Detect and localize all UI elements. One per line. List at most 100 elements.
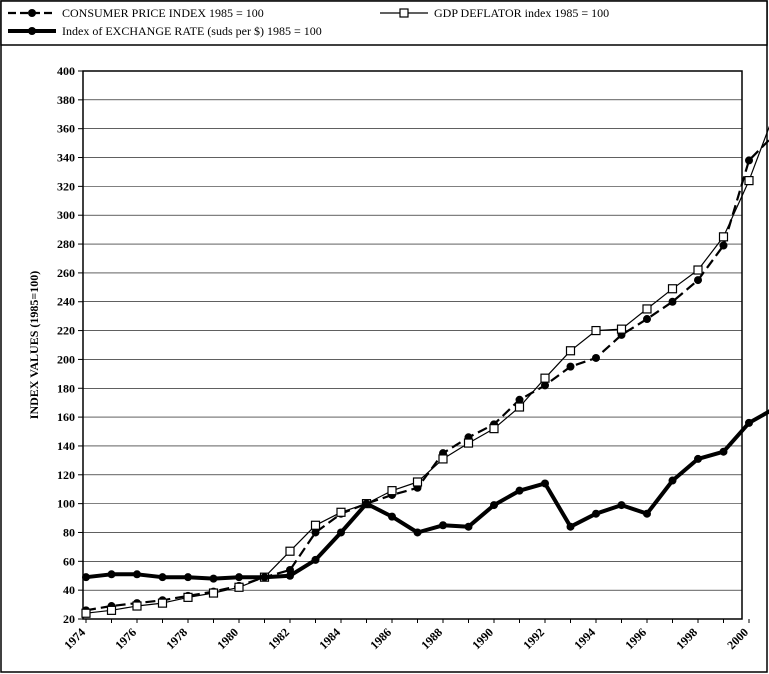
data-point	[719, 447, 728, 456]
data-point	[310, 520, 321, 530]
data-point	[438, 454, 448, 464]
y-tick-label: 140	[57, 439, 75, 453]
y-tick-label: 240	[57, 295, 75, 309]
y-tick-label: 260	[57, 266, 75, 280]
data-point	[668, 297, 677, 306]
data-point	[463, 438, 474, 448]
data-point	[617, 501, 626, 510]
data-point	[642, 304, 652, 314]
data-point	[541, 381, 549, 390]
y-tick-label: 200	[57, 352, 75, 366]
data-point	[413, 528, 422, 537]
data-point	[565, 346, 576, 356]
data-point	[668, 476, 677, 485]
data-point	[311, 555, 320, 564]
legend-label: CONSUMER PRICE INDEX 1985 = 100	[62, 6, 264, 20]
data-point	[515, 486, 524, 495]
grid-lines	[83, 99, 742, 591]
data-point	[337, 528, 345, 537]
data-point	[566, 362, 575, 371]
series-3	[82, 409, 769, 583]
data-point	[336, 507, 346, 517]
y-axis-ticks: 20 40 60 80 100 120 140 160 180 200 220 240 260 280 30…	[57, 64, 83, 626]
series-line	[85, 125, 769, 614]
data-point	[541, 479, 549, 488]
y-tick-label: 160	[57, 410, 75, 424]
data-point	[490, 501, 498, 510]
y-tick-label: 320	[57, 179, 75, 193]
data-point	[285, 546, 295, 556]
data-point	[82, 573, 90, 582]
legend: CONSUMER PRICE INDEX 1985 = 100 GDP DEFLA…	[8, 6, 609, 38]
data-point	[132, 601, 142, 611]
data-point	[667, 284, 678, 294]
data-point	[439, 521, 447, 530]
data-point	[260, 573, 269, 582]
data-point	[235, 573, 243, 582]
data-point	[234, 582, 244, 592]
data-point	[286, 565, 294, 574]
legend-item-1: CONSUMER PRICE INDEX 1985 = 100	[8, 6, 264, 20]
data-point	[592, 353, 600, 362]
data-point	[183, 592, 193, 602]
data-point	[311, 528, 320, 537]
data-point	[107, 570, 116, 579]
y-tick-label: 60	[63, 554, 75, 568]
data-point	[718, 232, 729, 242]
y-tick-label: 80	[63, 525, 75, 539]
data-point	[133, 570, 141, 579]
data-point	[158, 573, 167, 582]
data-point	[694, 276, 702, 285]
legend-box	[0, 0, 768, 46]
legend-marker	[28, 27, 36, 35]
data-point	[514, 402, 525, 412]
data-point	[643, 509, 651, 518]
legend-marker	[28, 9, 36, 17]
data-point	[745, 418, 753, 427]
y-tick-label: 100	[57, 497, 75, 511]
y-axis-label: INDEX VALUES (1985=100)	[27, 271, 41, 419]
data-point	[388, 512, 396, 521]
y-tick-label: 40	[63, 583, 75, 597]
y-tick-label: 180	[57, 381, 75, 395]
data-point	[616, 324, 627, 334]
data-point	[719, 241, 728, 250]
y-tick-label: 340	[57, 151, 75, 165]
data-point	[592, 509, 600, 518]
data-point	[693, 265, 703, 275]
series-line	[85, 409, 769, 581]
y-tick-label: 20	[63, 612, 75, 626]
data-point	[412, 477, 423, 487]
data-point	[208, 588, 219, 598]
y-tick-label: 220	[57, 324, 75, 338]
legend-marker	[399, 8, 409, 18]
data-point	[591, 325, 601, 336]
data-point	[694, 454, 702, 463]
data-point	[184, 573, 192, 582]
data-point	[286, 571, 294, 580]
data-point	[566, 522, 575, 531]
data-point	[106, 605, 117, 615]
data-point	[387, 486, 397, 496]
data-point	[489, 424, 499, 434]
series-layer	[81, 125, 769, 618]
data-point	[744, 176, 754, 186]
data-point	[157, 598, 168, 608]
data-point	[515, 395, 524, 404]
plot-area	[82, 70, 743, 620]
y-tick-label: 360	[57, 122, 75, 136]
data-point	[745, 156, 753, 165]
legend-item-3: Index of EXCHANGE RATE (suds per $) 1985…	[8, 24, 322, 38]
data-point	[81, 608, 91, 618]
y-tick-label: 120	[57, 468, 75, 482]
data-point	[362, 499, 371, 508]
data-point	[464, 522, 473, 531]
data-point	[540, 373, 550, 383]
legend-label: Index of EXCHANGE RATE (suds per $) 1985…	[62, 24, 322, 38]
legend-item-2: GDP DEFLATOR index 1985 = 100	[380, 6, 609, 20]
y-tick-label: 280	[57, 237, 75, 251]
y-tick-label: 400	[57, 64, 75, 78]
data-point	[643, 315, 651, 324]
y-tick-label: 300	[57, 208, 75, 222]
